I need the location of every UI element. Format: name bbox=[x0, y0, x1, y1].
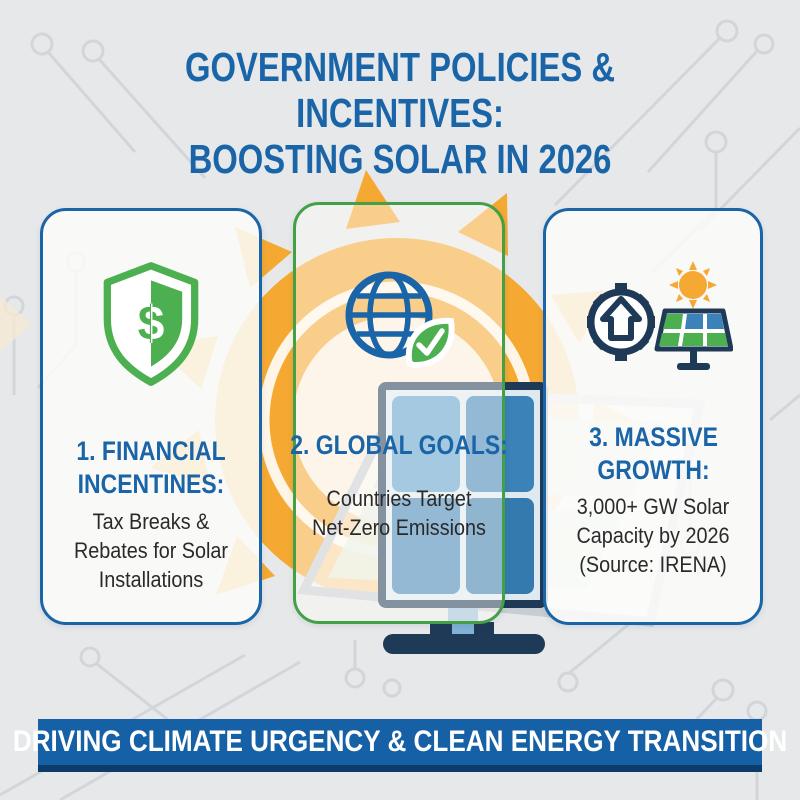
page-title: GOVERNMENT POLICIES & INCENTIVES: BOOSTI… bbox=[80, 44, 720, 182]
card-body: Countries Target Net-Zero Emissions bbox=[312, 486, 486, 540]
shield-dollar-icon: $ $ bbox=[103, 262, 199, 386]
footer-banner-text: DRIVING CLIMATE URGENCY & CLEAN ENERGY T… bbox=[12, 725, 788, 758]
leaf-check bbox=[405, 317, 455, 369]
sun-icon bbox=[669, 261, 717, 309]
svg-text:$: $ bbox=[138, 298, 165, 351]
card-global-goals: 2. GLOBAL GOALS: Countries Target Net-Ze… bbox=[290, 202, 508, 624]
monitor-base bbox=[383, 634, 545, 654]
card-heading: 1. FINANCIAL INCENTINES: bbox=[76, 436, 226, 499]
gear-growth-icon bbox=[587, 283, 655, 361]
card-heading: 3. MASSIVE GROWTH: bbox=[588, 422, 718, 485]
footer-banner: DRIVING CLIMATE URGENCY & CLEAN ENERGY T… bbox=[13, 719, 787, 765]
page-title-line2: BOOSTING SOLAR IN 2026 bbox=[188, 136, 612, 182]
card-body: Tax Breaks & Rebates for Solar Installat… bbox=[73, 509, 229, 592]
svg-text:$: $ bbox=[138, 298, 165, 351]
card-heading: 2. GLOBAL GOALS: bbox=[290, 430, 508, 460]
solar-panel-icon bbox=[654, 308, 733, 370]
solar-panel-monitor bbox=[378, 382, 548, 654]
card-body: 3,000+ GW Solar Capacity by 2026 (Source… bbox=[576, 494, 730, 577]
gear-sun-solar-panel-icon bbox=[587, 261, 733, 370]
card-massive-growth: 3. MASSIVE GROWTH: 3,000+ GW Solar Capac… bbox=[543, 208, 763, 625]
card-financial-incentives: $ $ 1. FINANCIAL INCENTINES: Tax Breaks … bbox=[40, 208, 262, 625]
globe-leaf-icon bbox=[345, 271, 455, 369]
page-title-line1: GOVERNMENT POLICIES & INCENTIVES: bbox=[184, 44, 616, 136]
